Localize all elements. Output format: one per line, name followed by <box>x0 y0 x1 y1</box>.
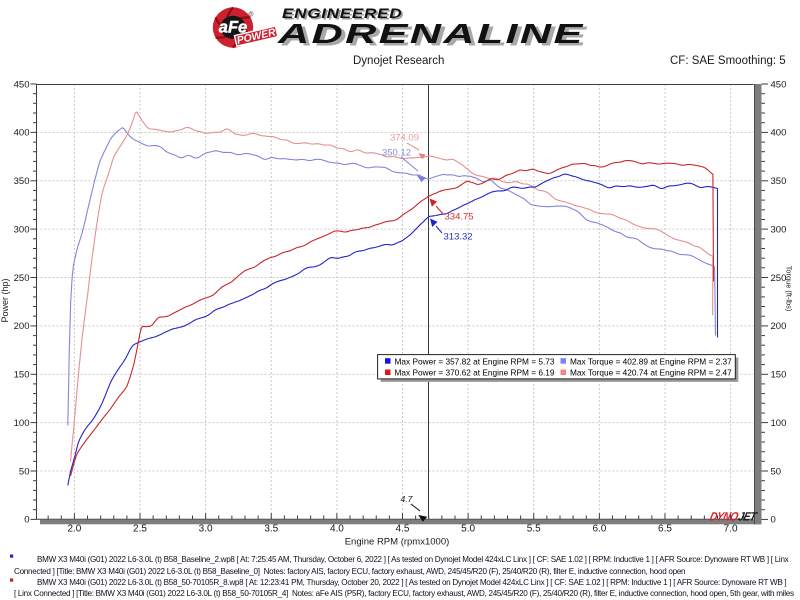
svg-text:0: 0 <box>771 515 776 526</box>
svg-text:3.0: 3.0 <box>199 524 213 535</box>
svg-text:R: R <box>249 12 253 17</box>
svg-text:374.09: 374.09 <box>390 133 419 144</box>
svg-text:4.7: 4.7 <box>401 494 413 504</box>
svg-text:450: 450 <box>771 79 787 90</box>
svg-text:300: 300 <box>14 224 30 235</box>
svg-text:250: 250 <box>14 273 30 284</box>
svg-text:5.0: 5.0 <box>461 524 475 535</box>
svg-text:aFe: aFe <box>219 19 247 37</box>
svg-text:400: 400 <box>771 128 787 139</box>
svg-text:4.5: 4.5 <box>396 524 410 535</box>
svg-text:JET: JET <box>737 511 759 524</box>
svg-text:300: 300 <box>771 224 787 235</box>
svg-text:6.0: 6.0 <box>592 524 606 535</box>
svg-text:Power (hp): Power (hp) <box>0 278 10 322</box>
svg-text:Max Power = 370.62 at Engine R: Max Power = 370.62 at Engine RPM = 6.19 <box>395 368 555 378</box>
svg-text:100: 100 <box>14 418 30 429</box>
svg-text:Max Power = 357.82 at Engine R: Max Power = 357.82 at Engine RPM = 5.73 <box>395 356 555 366</box>
svg-text:Max Torque = 420.74 at Engine: Max Torque = 420.74 at Engine RPM = 2.47 <box>570 368 732 378</box>
svg-text:450: 450 <box>14 79 30 90</box>
svg-text:Max Torque = 402.89 at Engine: Max Torque = 402.89 at Engine RPM = 2.37 <box>570 356 732 366</box>
svg-text:0: 0 <box>24 515 29 526</box>
svg-text:313.32: 313.32 <box>444 232 473 243</box>
svg-text:350: 350 <box>771 176 787 187</box>
svg-text:250: 250 <box>771 273 787 284</box>
svg-text:200: 200 <box>771 321 787 332</box>
svg-text:2.0: 2.0 <box>67 524 81 535</box>
svg-text:4.0: 4.0 <box>330 524 344 535</box>
svg-text:Engine RPM (rpmx1000): Engine RPM (rpmx1000) <box>345 537 450 548</box>
svg-text:150: 150 <box>771 370 787 381</box>
svg-text:150: 150 <box>14 370 30 381</box>
svg-text:350.12: 350.12 <box>382 148 411 159</box>
svg-text:7.0: 7.0 <box>724 524 738 535</box>
svg-text:50: 50 <box>19 466 30 477</box>
svg-text:6.5: 6.5 <box>658 524 672 535</box>
svg-text:100: 100 <box>771 418 787 429</box>
svg-text:200: 200 <box>14 321 30 332</box>
svg-text:400: 400 <box>14 128 30 139</box>
svg-text:5.5: 5.5 <box>527 524 541 535</box>
svg-text:2.5: 2.5 <box>133 524 147 535</box>
svg-text:350: 350 <box>14 176 30 187</box>
svg-text:50: 50 <box>771 466 782 477</box>
svg-text:DYNO: DYNO <box>708 511 740 524</box>
svg-text:Torque (ft-lbs): Torque (ft-lbs) <box>785 266 794 312</box>
svg-text:3.5: 3.5 <box>264 524 278 535</box>
svg-text:334.75: 334.75 <box>445 212 474 223</box>
